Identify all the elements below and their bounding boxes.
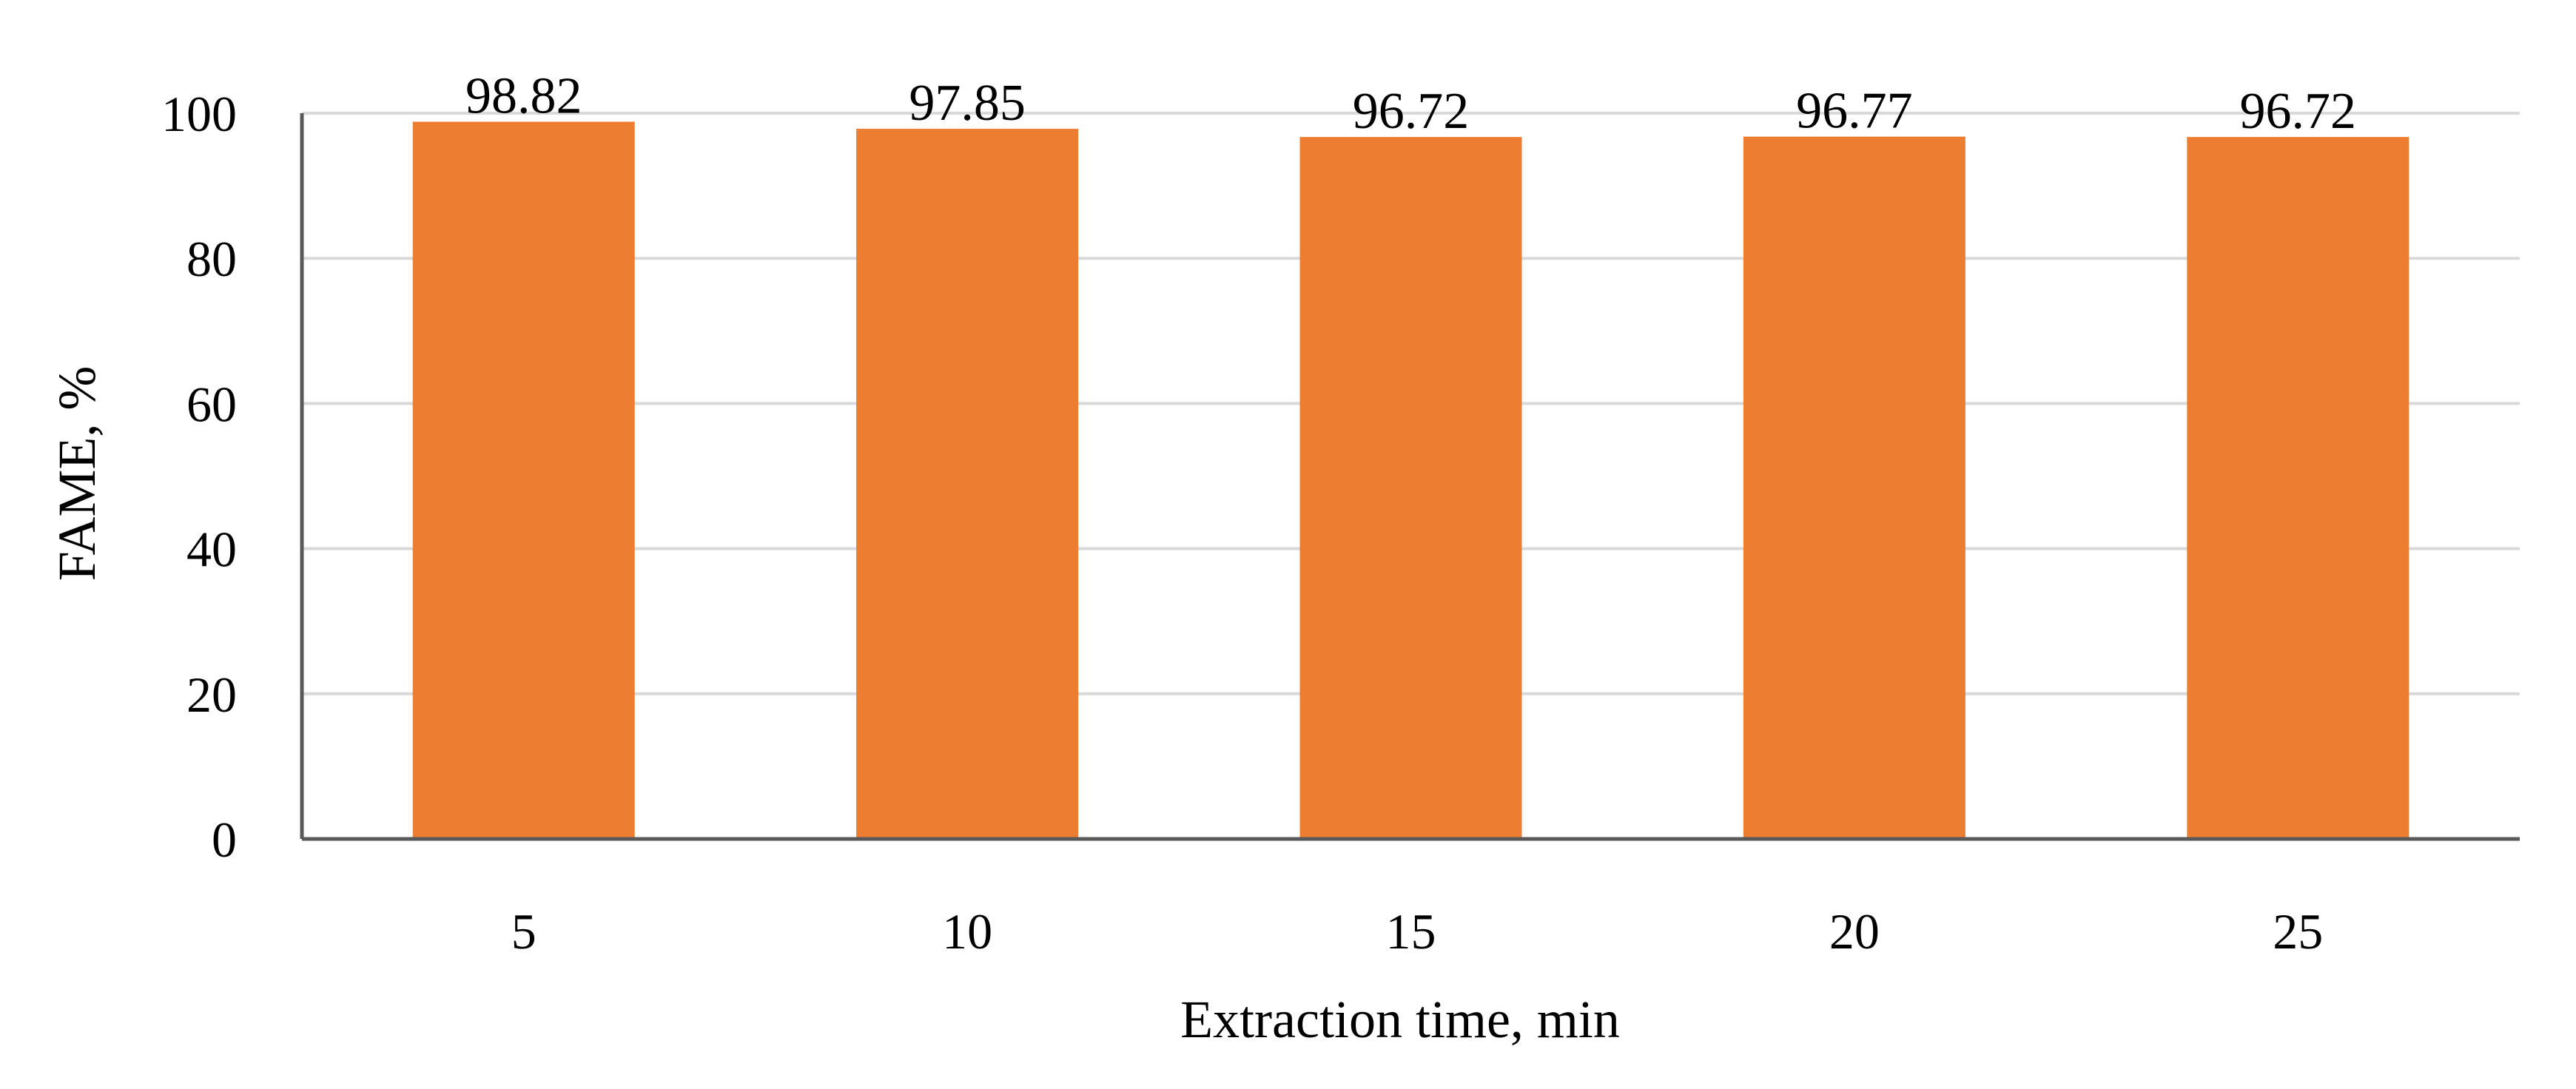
data-label: 96.77 xyxy=(1796,83,1913,140)
y-axis-title: FAME, % xyxy=(47,366,107,581)
bar-20 xyxy=(1743,136,1965,840)
data-label: 97.85 xyxy=(909,75,1026,132)
y-tick-label: 60 xyxy=(186,376,237,432)
y-tick-label: 80 xyxy=(186,231,237,287)
y-tick-labels: 0 20 40 60 80 100 xyxy=(161,86,237,868)
data-labels: 98.82 97.85 96.72 96.77 96.72 xyxy=(465,68,2356,141)
x-tick-label: 15 xyxy=(1386,903,1436,960)
x-axis-title: Extraction time, min xyxy=(1180,990,1620,1049)
x-tick-label: 20 xyxy=(1829,903,1880,960)
y-tick-label: 0 xyxy=(212,812,237,868)
bar-10 xyxy=(856,129,1079,840)
axes xyxy=(300,113,2520,841)
y-tick-label: 100 xyxy=(161,86,237,142)
data-label: 96.72 xyxy=(1353,83,1470,140)
x-tick-label: 25 xyxy=(2273,903,2323,960)
data-label: 96.72 xyxy=(2240,83,2357,140)
bar-5 xyxy=(412,121,635,839)
data-label: 98.82 xyxy=(465,68,582,125)
bar-15 xyxy=(1299,137,1522,839)
x-tick-label: 10 xyxy=(942,903,992,960)
x-tick-labels: 5 10 15 20 25 xyxy=(511,903,2324,960)
x-tick-label: 5 xyxy=(511,903,537,960)
y-tick-label: 20 xyxy=(186,667,237,723)
y-tick-label: 40 xyxy=(186,522,237,578)
bars xyxy=(412,121,2409,840)
bar-25 xyxy=(2187,137,2409,839)
